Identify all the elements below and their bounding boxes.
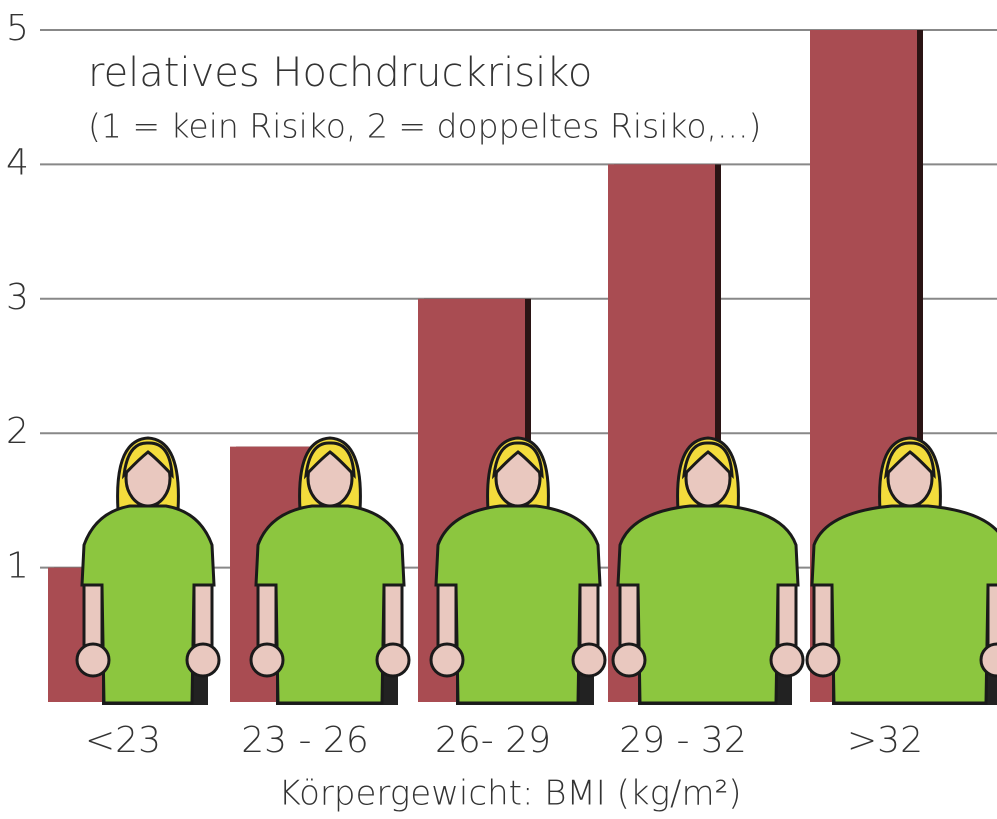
x-tick-label: <23 <box>85 720 161 761</box>
y-tick-label: 4 <box>6 142 29 183</box>
y-tick-label: 1 <box>6 546 29 587</box>
chart: relatives Hochdruckrisiko (1 = kein Risi… <box>0 0 997 819</box>
torso <box>812 506 997 703</box>
torso <box>436 506 600 703</box>
fist <box>771 644 803 676</box>
chart-title: relatives Hochdruckrisiko <box>88 50 592 96</box>
torso <box>256 506 404 703</box>
chart-subtitle: (1 = kein Risiko, 2 = doppeltes Risiko,.… <box>88 107 761 146</box>
torso <box>618 506 798 703</box>
x-tick-label: 23 - 26 <box>241 720 369 761</box>
fist <box>187 644 219 676</box>
x-tick-label: 26- 29 <box>435 720 551 761</box>
x-axis-label: Körpergewicht: BMI (kg/m²) <box>279 774 742 814</box>
y-tick-label: 3 <box>6 277 29 318</box>
x-tick-label: 29 - 32 <box>619 720 747 761</box>
x-tick-label: >32 <box>847 720 923 761</box>
fist <box>807 644 839 676</box>
figure <box>77 438 219 705</box>
fist <box>613 644 645 676</box>
fist <box>431 644 463 676</box>
fist <box>77 644 109 676</box>
fist <box>377 644 409 676</box>
y-tick-label: 2 <box>6 411 29 452</box>
fist <box>251 644 283 676</box>
y-tick-label: 5 <box>6 8 29 49</box>
fist <box>573 644 605 676</box>
